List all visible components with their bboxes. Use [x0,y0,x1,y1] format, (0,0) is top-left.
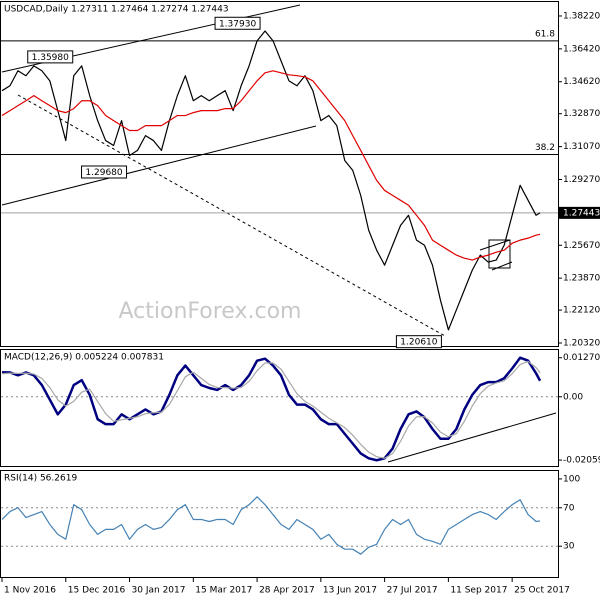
watermark: ActionForex.com [119,299,302,324]
y-tick-label: 100 [563,474,580,484]
level-label: 38.2 [535,143,555,153]
y-tick-label: 1.34620 [563,77,600,87]
series-line [1,30,541,331]
annotation-box [27,50,74,64]
y-tick-label: -0.020599 [563,456,600,466]
x-tick-label: 13 Jun 2017 [323,586,377,596]
y-tick-label: 1.23870 [563,274,600,284]
annotation-label: 1.29680 [85,168,122,178]
y-tick-label: 1.20320 [563,338,600,348]
annotation-box [214,16,261,30]
series-line [1,360,541,459]
x-tick-label: 30 Jan 2017 [132,586,186,596]
y-tick-label: 1.29270 [563,175,600,185]
y-tick-label: 70 [563,503,575,513]
rsi-pane-frame [0,470,559,578]
pane-title: USDCAD,Daily 1.27311 1.27464 1.27274 1.2… [4,5,229,15]
series-line [1,70,541,261]
pattern-line [491,261,513,271]
x-tick-label: 1 Nov 2016 [4,586,56,596]
annotation-label: 1.37930 [219,19,256,29]
annotation-box [81,165,128,179]
y-tick-label: 1.32870 [563,109,600,119]
y-tick-label: 1.25670 [563,241,600,251]
y-tick-label: 1.38220 [563,11,600,21]
annotation-label: 1.35980 [32,53,69,63]
y-tick-label: 1.31070 [563,142,600,152]
macd-pane-frame [0,349,559,467]
y-tick-label: 0.00 [563,392,583,402]
x-tick-label: 11 Sep 2017 [450,586,507,596]
x-tick-label: 15 Mar 2017 [195,586,252,596]
y-tick-label: 1.22120 [563,306,600,316]
price-pane-frame [0,1,559,347]
annotation-label: 1.20610 [400,338,437,348]
series-line [1,496,541,555]
trend-line [387,412,557,463]
y-tick-label: 1.36420 [563,44,600,54]
pattern-box [488,239,511,269]
trend-line [1,125,317,206]
pane-title: MACD(12,26,9) 0.005224 0.007831 [4,353,164,363]
current-price-label: 1.27443 [563,208,600,218]
y-tick-label: 0.012707 [563,353,600,363]
current-price-box [559,206,600,219]
x-tick-label: 15 Dec 2016 [68,586,126,596]
y-tick-label: 30 [563,542,575,552]
x-tick-label: 27 Jul 2017 [387,586,438,596]
level-label: 61.8 [535,29,555,39]
pane-title: RSI(14) 56.2619 [4,474,77,484]
x-tick-label: 28 Apr 2017 [259,586,315,596]
series-line [2,356,542,462]
drawings [1,4,557,463]
trend-line [17,94,446,337]
annotation-box [395,335,442,349]
x-tick-label: 25 Oct 2017 [514,586,570,596]
